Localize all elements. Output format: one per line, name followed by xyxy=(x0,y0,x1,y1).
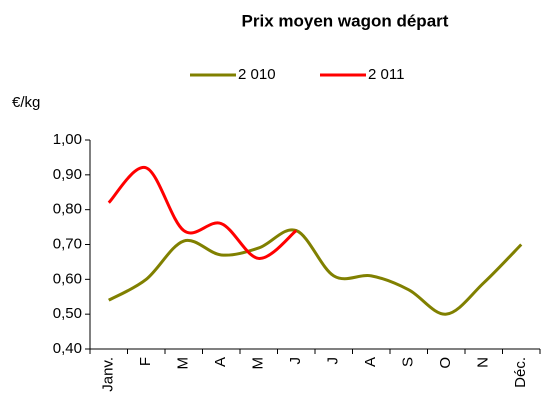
x-tick-label: Déc. xyxy=(512,357,529,388)
y-tick-label: 0,80 xyxy=(53,201,82,218)
x-tick-label: A xyxy=(362,357,379,367)
y-tick-label: 0,60 xyxy=(53,270,82,287)
x-tick-label: N xyxy=(475,357,492,368)
x-tick-label: Janv. xyxy=(100,357,117,392)
chart-title: Prix moyen wagon départ xyxy=(242,11,449,30)
x-tick-label: M xyxy=(250,357,267,370)
legend-label: 2 011 xyxy=(368,66,404,83)
y-tick-label: 0,90 xyxy=(53,166,82,183)
y-axis-label: €/kg xyxy=(12,94,40,111)
line-series xyxy=(108,228,523,316)
x-tick-label: A xyxy=(212,357,229,367)
x-tick-label: S xyxy=(400,357,417,367)
x-tick-label: J xyxy=(287,357,304,365)
y-tick-label: 0,50 xyxy=(53,305,82,322)
y-tick-label: 0,70 xyxy=(53,235,82,252)
x-tick-label: M xyxy=(175,357,192,370)
x-tick-label: F xyxy=(137,357,154,366)
line-series xyxy=(107,166,298,260)
x-tick-label: O xyxy=(437,357,454,369)
y-tick-label: 1,00 xyxy=(53,131,82,148)
x-tick-label: J xyxy=(325,357,342,365)
legend-label: 2 010 xyxy=(238,66,276,83)
y-tick-label: 0,40 xyxy=(53,340,82,357)
